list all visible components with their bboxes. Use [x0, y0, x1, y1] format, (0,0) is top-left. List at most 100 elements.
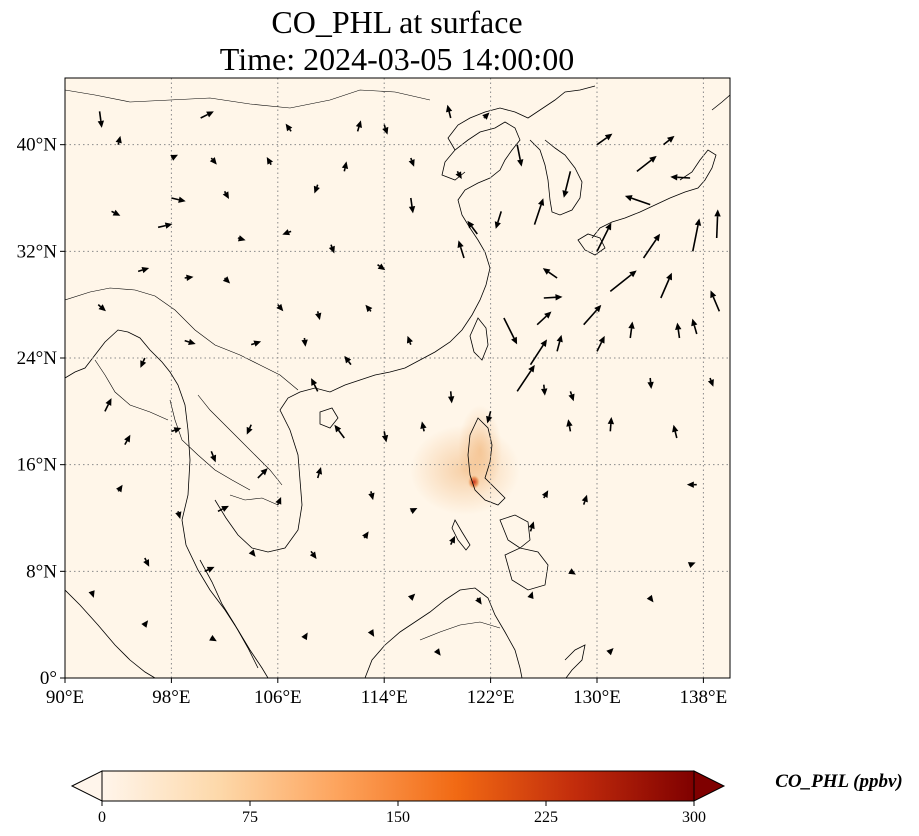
colorbar-body — [101, 770, 695, 802]
wind-vector-shaft — [663, 139, 670, 146]
wind-vector-shaft — [629, 328, 633, 339]
wind-vector-shaft — [377, 264, 381, 267]
wind-vector-shaft — [569, 391, 573, 395]
wind-vector-shaft — [456, 170, 459, 174]
country-borders — [65, 89, 501, 641]
wind-vector — [433, 648, 441, 656]
lon-tick-label-5: 130°E — [573, 687, 621, 708]
wind-vector-shaft — [536, 315, 547, 326]
wind-vector-shaft — [543, 296, 556, 299]
wind-vector-shaft — [313, 384, 319, 392]
wind-vector — [646, 594, 654, 603]
wind-vector-shaft — [609, 274, 632, 292]
map-title-line1: CO_PHL at surface — [271, 4, 522, 40]
wind-vector-shaft — [250, 342, 255, 346]
lon-tick-label-6: 138°E — [680, 687, 728, 708]
wind-vector-shaft — [144, 557, 147, 561]
wind-vector-head — [368, 492, 375, 501]
wind-vector-head — [409, 508, 418, 515]
wind-vector-head — [341, 161, 349, 169]
wind-vector-shaft — [248, 424, 252, 429]
coastline-indochina — [214, 121, 521, 553]
wind-vector — [542, 268, 558, 279]
wind-vector — [143, 557, 150, 567]
wind-vector-head — [355, 120, 362, 128]
wind-vector-head — [186, 274, 194, 281]
wind-vector — [533, 198, 545, 225]
wind-vector-shaft — [548, 271, 558, 279]
wind-vector-head — [714, 209, 721, 217]
wind-vector-shaft — [142, 357, 146, 362]
wind-vector — [408, 197, 416, 214]
coastline-malay — [199, 559, 259, 669]
wind-vector — [137, 266, 150, 274]
wind-vector-head — [447, 396, 455, 404]
coastline-bohai — [447, 85, 596, 151]
wind-vector-shaft — [483, 116, 486, 119]
wind-vector-head — [562, 190, 569, 198]
lat-tick-label-2: 16°N — [17, 455, 58, 476]
wind-vector-head — [607, 417, 615, 425]
wind-vector-shaft — [316, 473, 320, 479]
wind-vector-head — [406, 335, 413, 344]
wind-vector-shaft — [224, 277, 226, 280]
wind-vector-head — [266, 156, 274, 165]
wind-vector — [334, 424, 345, 439]
wind-vector — [609, 270, 637, 292]
wind-vector-head — [98, 304, 106, 312]
wind-vector — [568, 391, 575, 402]
wind-vector — [124, 434, 131, 446]
wind-vector — [115, 135, 122, 145]
wind-vector-shaft — [476, 597, 479, 600]
wind-vector — [670, 174, 691, 181]
coastline-japan — [591, 149, 717, 239]
wind-vector — [367, 629, 375, 637]
wind-vector-shaft — [117, 142, 120, 145]
wind-vector — [209, 157, 217, 165]
wind-vector — [707, 377, 714, 387]
wind-vector-head — [598, 335, 605, 344]
wind-vector-shaft — [677, 329, 681, 339]
wind-vector-head — [687, 562, 696, 569]
wind-vector-head — [260, 468, 268, 476]
wind-vector-shaft — [277, 503, 280, 505]
wind-vector-shaft — [609, 423, 612, 432]
wind-vector — [686, 481, 697, 488]
wind-vector — [171, 427, 182, 434]
coastline-sumatra — [65, 589, 156, 678]
colorbar-ticks: 0 75 150 225 300 — [98, 801, 706, 826]
wind-vector-head — [408, 206, 416, 214]
wind-vector-head — [209, 634, 217, 642]
wind-vector-head — [206, 566, 215, 573]
wind-vector-shaft — [223, 190, 227, 194]
wind-vector — [581, 494, 588, 505]
wind-vector-shaft — [200, 113, 208, 119]
lon-tick-label-2: 106°E — [254, 687, 302, 708]
colorbar-tick-label-2: 150 — [386, 809, 410, 826]
wind-vector-shaft — [529, 527, 533, 532]
wind-vector-shaft — [356, 126, 360, 132]
wind-vector-head — [540, 339, 547, 347]
wind-vector-shaft — [596, 137, 608, 146]
wind-vector — [355, 120, 362, 132]
wind-vector — [675, 322, 682, 339]
latitude-ticks: 0° 8°N 16°N 24°N 32°N 40°N — [17, 135, 65, 689]
wind-vector-shaft — [410, 157, 413, 161]
wind-vector-head — [124, 434, 131, 443]
wind-vector-shaft — [310, 550, 314, 554]
wind-vector — [624, 195, 651, 206]
wind-vector-head — [315, 467, 323, 475]
wind-vector-shaft — [583, 309, 598, 326]
wind-vector-shaft — [370, 491, 373, 494]
wind-vector — [527, 591, 534, 600]
wind-vector-head — [433, 648, 441, 656]
wind-vector-head — [170, 154, 178, 161]
wind-vector-shaft — [171, 429, 175, 433]
wind-vector-shaft — [516, 144, 522, 160]
wind-vector-shaft — [674, 431, 678, 439]
map-panel — [64, 77, 731, 679]
wind-vector-shaft — [712, 296, 721, 312]
colorbar: 0 75 150 225 300 CO_PHL (ppbv) — [70, 770, 903, 826]
wind-vector — [447, 391, 455, 404]
longitude-ticks: 90°E 98°E 106°E 114°E 122°E 130°E 138°E — [46, 678, 727, 708]
